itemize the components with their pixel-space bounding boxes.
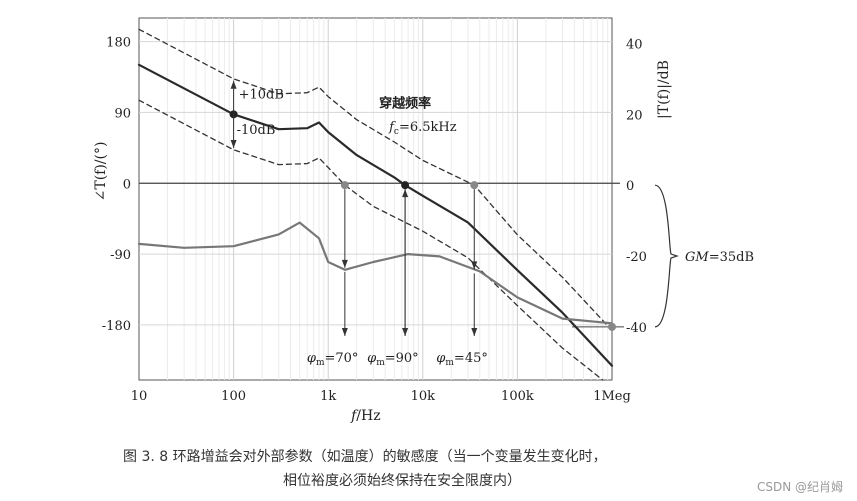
minus10db-arrow-head — [230, 139, 237, 148]
figure-caption-line-1: 图 3. 8 环路增益会对外部参数（如温度）的敏感度（当一个变量发生变化时， — [123, 449, 607, 465]
watermark: CSDN @纪肖姆 — [756, 480, 843, 494]
left-tick-label: 90 — [114, 106, 131, 121]
phase-margin-label-1: φm=90° — [367, 351, 419, 368]
phase-margin-label-2: φm=45° — [436, 351, 488, 368]
x-tick-label: 100 — [221, 389, 246, 404]
marker-point-2 — [340, 181, 349, 190]
x-tick-label: 10 — [131, 389, 148, 404]
gain-margin-brace — [654, 184, 679, 328]
marker-point-3 — [470, 181, 479, 190]
right-tick-label: -40 — [626, 321, 647, 336]
series-line-3 — [137, 221, 614, 325]
left-tick-label: 180 — [106, 36, 131, 51]
phase-margin-label-0: φm=70° — [307, 351, 359, 368]
left-tick-label: -90 — [110, 248, 131, 263]
pm-arrow-up-0-head — [341, 328, 348, 336]
plus10db-arrow-head — [230, 80, 237, 89]
curves — [137, 28, 616, 381]
minus10db-label: -10dB — [237, 123, 276, 138]
series-line-1 — [138, 28, 613, 332]
tick-labels: 180 90 0 -90 -180 40 20 0 -20 -40 10 100 1k 10k 100k 1M… — [93, 36, 672, 424]
left-axis-label: ∠T(f)/(°) — [93, 142, 109, 202]
right-tick-label: -20 — [626, 250, 647, 265]
pm-arrow-down-0-head — [341, 259, 348, 268]
crossover-frequency: fc=6.5kHz — [388, 120, 457, 137]
left-tick-label: -180 — [102, 319, 131, 334]
crossover-title: 穿越频率 — [379, 95, 431, 111]
pm-arrow-up-2-head — [471, 328, 478, 336]
x-tick-label: 1k — [320, 389, 336, 404]
series-line-2 — [138, 99, 604, 381]
marker-point-4 — [608, 322, 616, 331]
annotations: +10dB -10dB 穿越频率 fc=6.5kHz φm=70° φm=90° φm=45… — [230, 80, 754, 368]
x-axis-label: f/Hz — [350, 408, 381, 424]
x-tick-label: 100k — [501, 389, 534, 404]
plot-frame — [138, 17, 613, 381]
right-tick-label: 20 — [626, 108, 643, 123]
grid-lines — [138, 17, 624, 381]
gain-margin-label: GM=35dB — [685, 250, 754, 265]
figure-caption-line-2: 相位裕度必须始终保持在安全限度内） — [283, 473, 521, 489]
marker-point-1 — [401, 181, 410, 190]
pm90-arrow-head — [402, 328, 409, 336]
x-tick-label: 1Meg — [593, 389, 631, 404]
series-line-0 — [137, 63, 614, 367]
x-tick-label: 10k — [411, 389, 436, 404]
right-tick-label: 0 — [626, 179, 634, 194]
left-tick-label: 0 — [123, 177, 131, 192]
right-axis-label: |T(f)|/dB — [656, 60, 672, 119]
right-tick-label: 40 — [626, 38, 643, 53]
plus10db-label: +10dB — [239, 87, 284, 102]
pm-arrow-down-2-head — [471, 261, 478, 270]
